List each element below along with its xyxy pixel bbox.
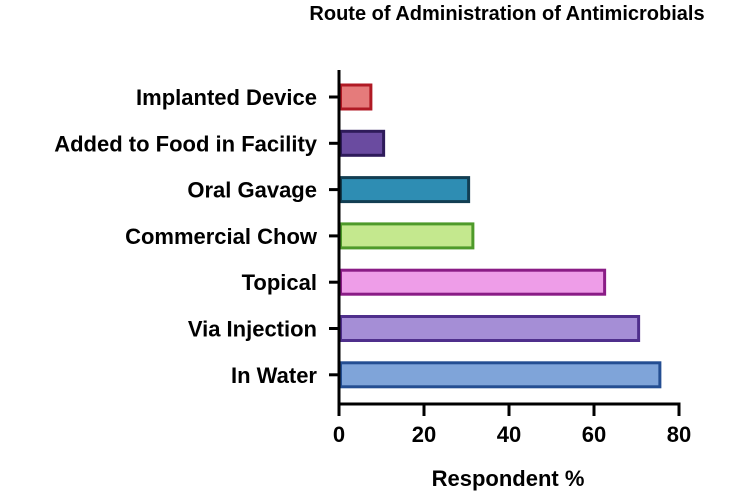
category-labels: Implanted Device Added to Food in Facilit… [54, 85, 339, 388]
bar-via-injection [339, 315, 641, 342]
x-tick-label: 20 [412, 422, 436, 447]
x-tick-label: 40 [497, 422, 521, 447]
bar-added-to-food-in-facility [339, 129, 386, 157]
bars-group [339, 83, 662, 389]
category-label: Commercial Chow [125, 224, 318, 249]
bar-in-water [339, 361, 662, 389]
bar-oral-gavage [339, 176, 471, 204]
category-label: Topical [242, 270, 317, 295]
x-tick-label: 0 [333, 422, 345, 447]
x-tick-label: 80 [667, 422, 691, 447]
category-label: In Water [231, 363, 317, 388]
bar-commercial-chow [339, 222, 475, 250]
x-axis-ticks: 0 20 40 60 80 [333, 404, 691, 447]
category-label: Implanted Device [136, 85, 317, 110]
category-label: Oral Gavage [187, 178, 317, 203]
chart-title: Route of Administration of Antimicrobial… [309, 3, 704, 25]
bar-topical [339, 268, 607, 296]
x-axis-label: Respondent % [432, 466, 585, 491]
x-tick-label: 60 [582, 422, 606, 447]
category-label: Added to Food in Facility [54, 131, 318, 156]
bar-implanted-device [339, 83, 373, 111]
category-label: Via Injection [188, 317, 317, 342]
